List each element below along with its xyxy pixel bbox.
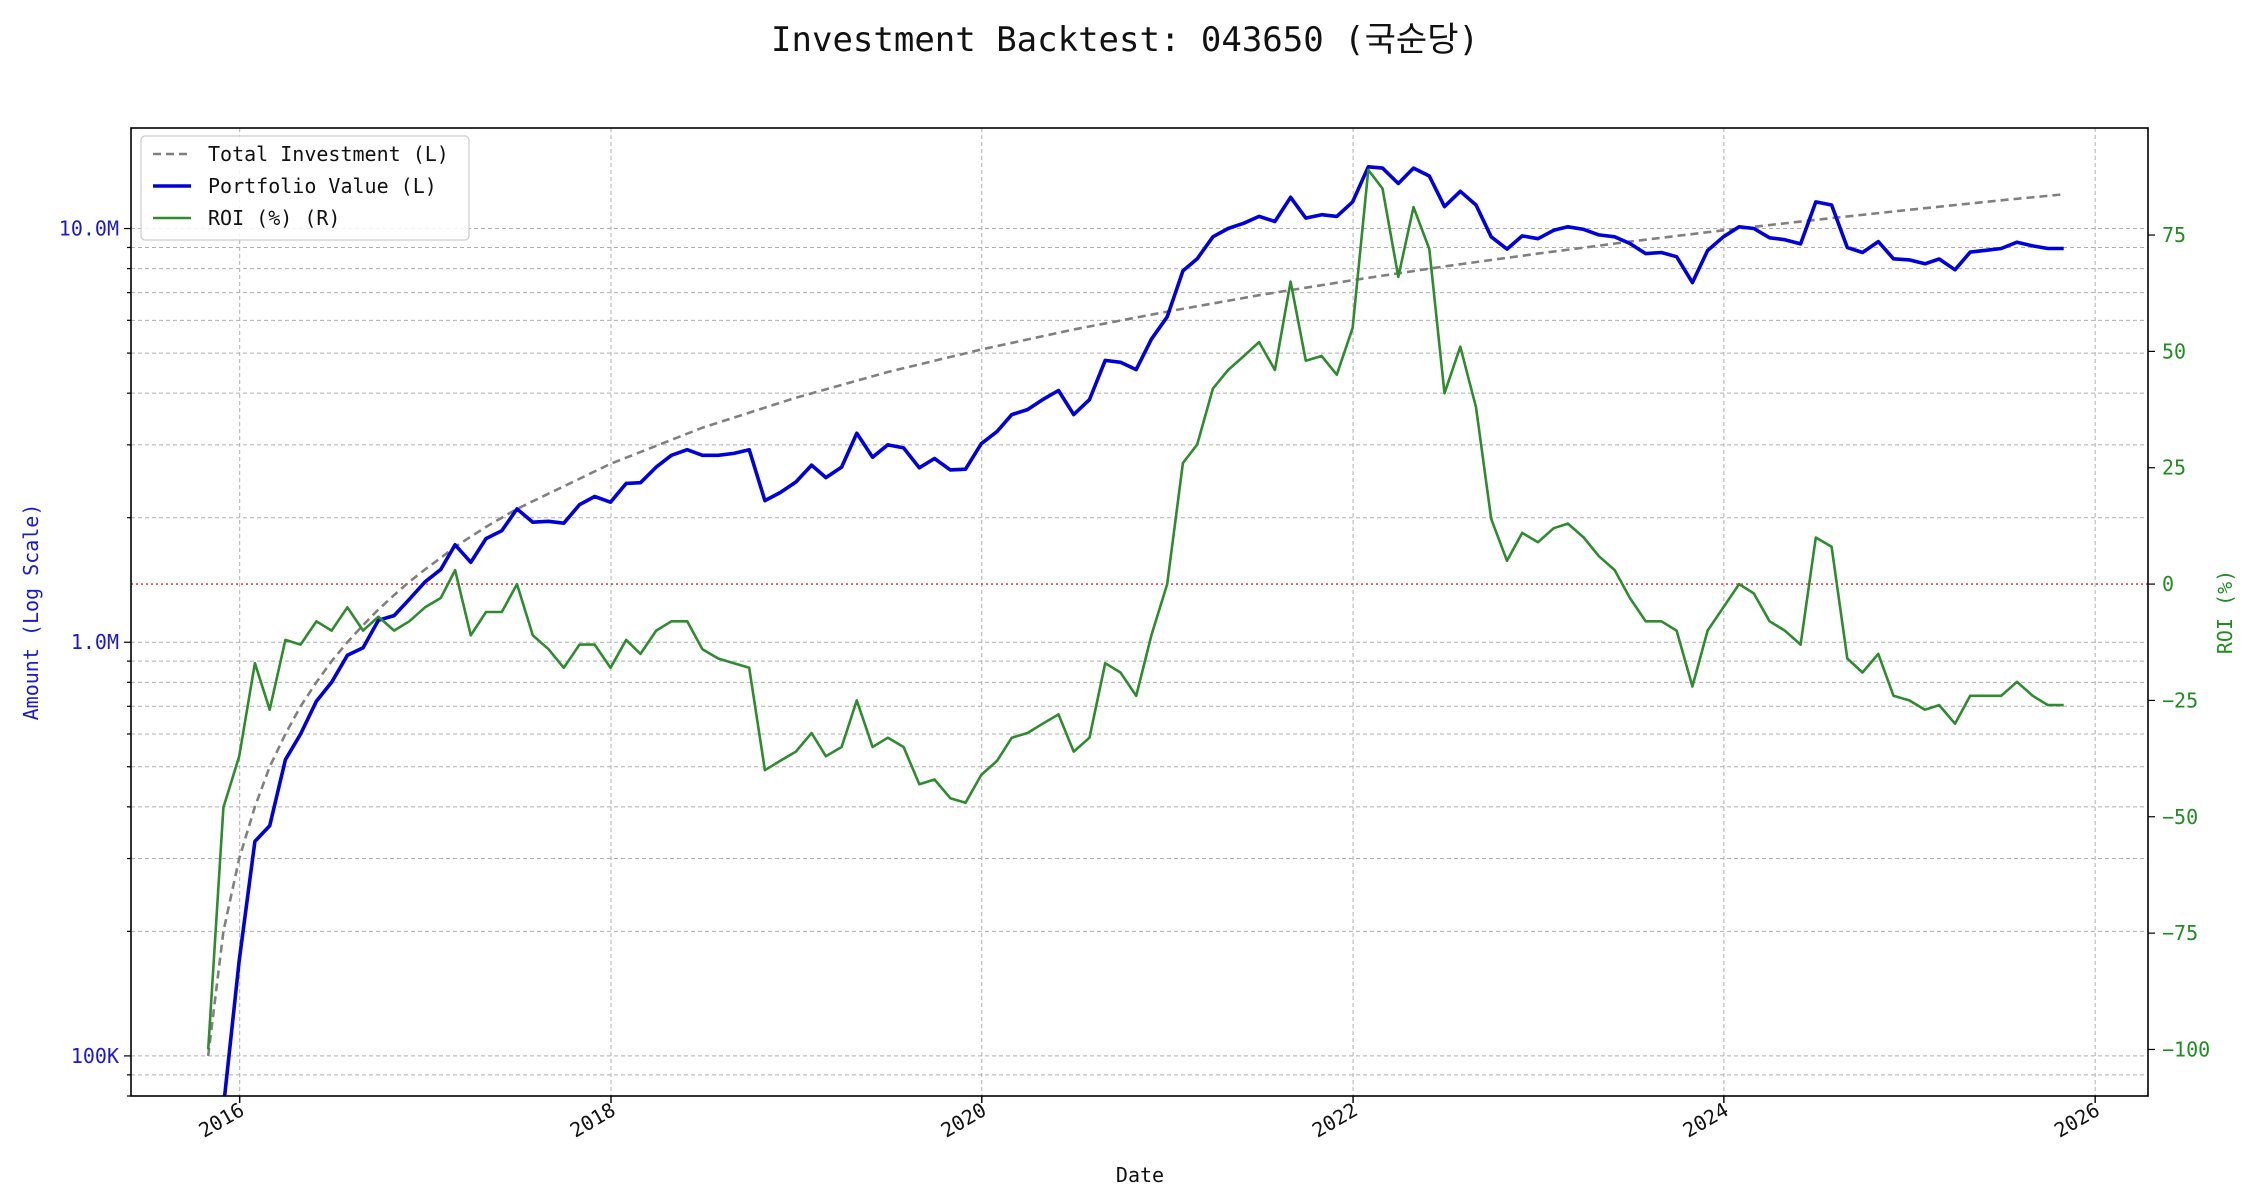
x-tick-label: 2016 (194, 1098, 248, 1143)
x-axis: 2016 2018 2020 2022 2024 2026 (194, 1096, 2104, 1143)
left-tick-label: 100K (71, 1044, 119, 1068)
right-tick-label: −50 (2162, 805, 2198, 829)
right-tick-label: 50 (2162, 339, 2186, 363)
left-y-axis-label: Amount (Log Scale) (19, 504, 43, 721)
right-tick-label: −75 (2162, 921, 2198, 945)
legend: Total Investment (L) Portfolio Value (L)… (140, 135, 470, 241)
x-tick-label: 2020 (937, 1098, 991, 1143)
x-tick-label: 2024 (1679, 1098, 1733, 1143)
legend-box (140, 135, 470, 241)
roi-line (206, 168, 2064, 1050)
right-tick-label: 0 (2162, 572, 2174, 596)
total-investment-line (206, 193, 2064, 1057)
x-tick-label: 2026 (2050, 1098, 2104, 1143)
x-tick-label: 2022 (1308, 1098, 1362, 1143)
right-y-axis-label: ROI (%) (2213, 570, 2237, 654)
grid-lines (131, 128, 2148, 1097)
legend-label-total-investment: Total Investment (L) (208, 142, 449, 166)
portfolio-value-line (222, 165, 2064, 1096)
right-tick-label: −100 (2162, 1037, 2210, 1061)
chart-title: Investment Backtest: 043650 (국순당) (771, 20, 1479, 60)
legend-label-portfolio-value: Portfolio Value (L) (208, 174, 437, 198)
left-tick-label: 1.0M (71, 630, 119, 654)
right-tick-label: −25 (2162, 688, 2198, 712)
left-tick-label: 10.0M (59, 217, 119, 241)
legend-label-roi: ROI (%) (R) (208, 206, 340, 230)
plot-frame (130, 127, 2149, 1097)
right-y-axis: −100 −75 −50 −25 0 25 50 75 (2148, 223, 2210, 1061)
x-axis-label: Date (1116, 1163, 1164, 1187)
series-lines (206, 165, 2064, 1096)
x-tick-label: 2018 (566, 1098, 620, 1143)
left-y-axis: 100K 1.0M 10.0M (59, 217, 131, 1097)
right-tick-label: 25 (2162, 456, 2186, 480)
right-tick-label: 75 (2162, 223, 2186, 247)
